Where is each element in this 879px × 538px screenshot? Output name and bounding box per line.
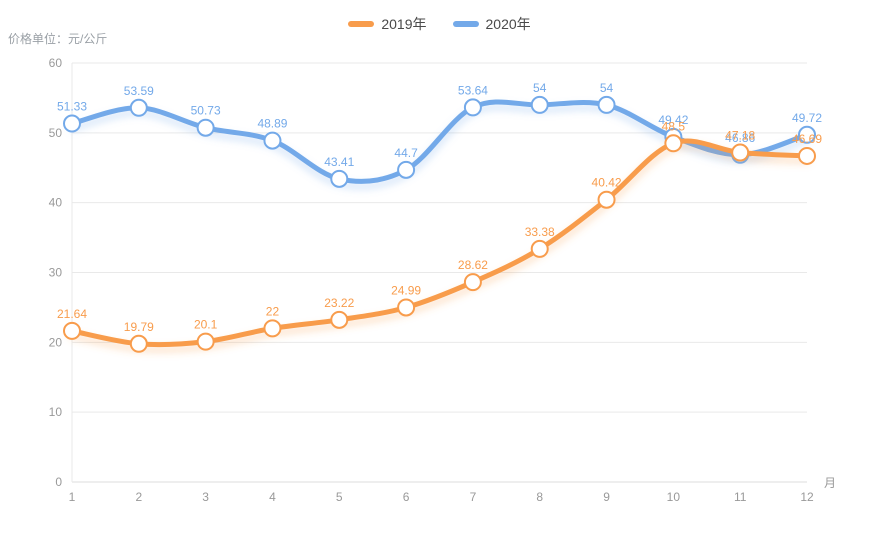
data-point-label-2019年-m5: 23.22 (324, 296, 354, 310)
data-point-marker-2020年-m3[interactable] (196, 118, 215, 137)
chart-legend: 2019年 2020年 (0, 14, 879, 34)
legend-item-2019[interactable]: 2019年 (348, 14, 427, 34)
legend-swatch-2019-icon (348, 21, 375, 27)
data-point-label-2019年-m3: 20.1 (194, 318, 218, 332)
data-point-label-2020年-m2: 53.59 (124, 84, 154, 98)
legend-label-2020: 2020年 (485, 16, 531, 32)
data-point-marker-2020年-m9[interactable] (597, 95, 616, 114)
series-2019年: 21.64 19.79 20.1 22 23.22 24.99 28.62 33.38 40.4… (57, 119, 822, 353)
x-axis-tick-label: 8 (536, 490, 543, 504)
data-point-label-2020年-m7: 53.64 (458, 83, 488, 97)
data-point-label-2020年-m12: 49.72 (792, 111, 822, 125)
data-point-label-2019年-m11: 47.18 (725, 129, 755, 143)
data-point-label-2019年-m1: 21.64 (57, 307, 87, 321)
data-point-marker-2020年-m5[interactable] (330, 169, 349, 188)
data-point-marker-2019年-m12[interactable] (798, 146, 816, 165)
x-axis-tick-label: 6 (403, 490, 410, 504)
y-axis-tick-label: 50 (49, 126, 63, 140)
data-point-label-2020年-m8: 54 (533, 81, 547, 95)
series-2020年: 51.33 53.59 50.73 48.89 43.41 44.7 53.64 54 54 49… (57, 81, 822, 188)
data-point-label-2020年-m3: 50.73 (191, 104, 221, 118)
data-point-marker-2020年-m4[interactable] (263, 131, 282, 150)
y-axis-tick-label: 60 (49, 56, 63, 70)
x-axis-tick-label: 9 (603, 490, 610, 504)
data-point-marker-2019年-m10[interactable] (664, 134, 683, 153)
data-point-label-2019年-m12: 46.69 (792, 132, 822, 146)
x-axis-tick-label: 3 (202, 490, 209, 504)
data-point-marker-2019年-m9[interactable] (597, 190, 616, 209)
data-point-marker-2019年-m6[interactable] (397, 298, 416, 317)
data-point-label-2019年-m4: 22 (266, 304, 280, 318)
data-point-marker-2019年-m3[interactable] (196, 332, 215, 351)
series-line-2019年 (69, 138, 810, 348)
data-point-marker-2019年-m8[interactable] (530, 239, 549, 258)
y-axis-tick-label: 40 (49, 196, 63, 210)
y-axis-tick-label: 20 (49, 335, 63, 349)
y-axis-tick-label: 10 (49, 405, 63, 419)
data-point-label-2019年-m6: 24.99 (391, 283, 421, 297)
data-point-label-2019年-m7: 28.62 (458, 258, 488, 272)
x-axis-tick-label: 7 (470, 490, 477, 504)
data-point-marker-2019年-m5[interactable] (330, 310, 349, 329)
data-point-marker-2019年-m2[interactable] (129, 334, 148, 353)
data-point-label-2020年-m9: 54 (600, 81, 614, 95)
data-point-marker-2020年-m1[interactable] (63, 114, 81, 133)
legend-item-2020[interactable]: 2020年 (452, 14, 531, 34)
y-axis-unit-label: 价格单位：元/公斤 (8, 32, 108, 46)
data-point-label-2019年-m10: 48.5 (662, 119, 686, 133)
x-axis-tick-label: 5 (336, 490, 343, 504)
x-axis-tick-label: 12 (800, 490, 814, 504)
x-axis-tick-label: 4 (269, 490, 276, 504)
x-axis-name-label: 月 (824, 476, 836, 490)
data-point-label-2020年-m10: 49.42 (658, 113, 688, 127)
data-point-marker-2019年-m7[interactable] (463, 273, 482, 292)
x-axis-tick-label: 1 (69, 490, 76, 504)
x-axis-tick-label: 10 (667, 490, 681, 504)
legend-label-2019: 2019年 (381, 16, 427, 32)
data-point-marker-2020年-m12[interactable] (798, 125, 816, 144)
data-point-label-2019年-m9: 40.42 (592, 176, 622, 190)
data-point-marker-2020年-m7[interactable] (463, 98, 482, 117)
legend-swatch-2020-icon (452, 21, 479, 27)
data-point-label-2020年-m1: 51.33 (57, 100, 87, 114)
data-point-marker-2020年-m2[interactable] (129, 98, 148, 117)
data-point-label-2020年-m4: 48.89 (257, 117, 287, 131)
data-point-marker-2020年-m6[interactable] (397, 160, 416, 179)
data-point-marker-2020年-m8[interactable] (530, 95, 549, 114)
data-point-label-2020年-m11: 46.86 (725, 131, 755, 145)
data-point-label-2019年-m8: 33.38 (525, 225, 555, 239)
y-axis-tick-label: 30 (49, 266, 63, 280)
x-axis-tick-label: 2 (135, 490, 142, 504)
data-point-label-2019年-m2: 19.79 (124, 320, 154, 334)
data-point-marker-2019年-m4[interactable] (263, 319, 282, 338)
data-point-marker-2019年-m1[interactable] (63, 321, 81, 340)
x-axis-tick-label: 11 (734, 490, 747, 504)
data-point-marker-2019年-m11[interactable] (731, 143, 750, 162)
y-axis-tick-label: 0 (55, 475, 62, 489)
data-point-label-2020年-m6: 44.7 (394, 146, 418, 160)
data-point-label-2020年-m5: 43.41 (324, 155, 354, 169)
